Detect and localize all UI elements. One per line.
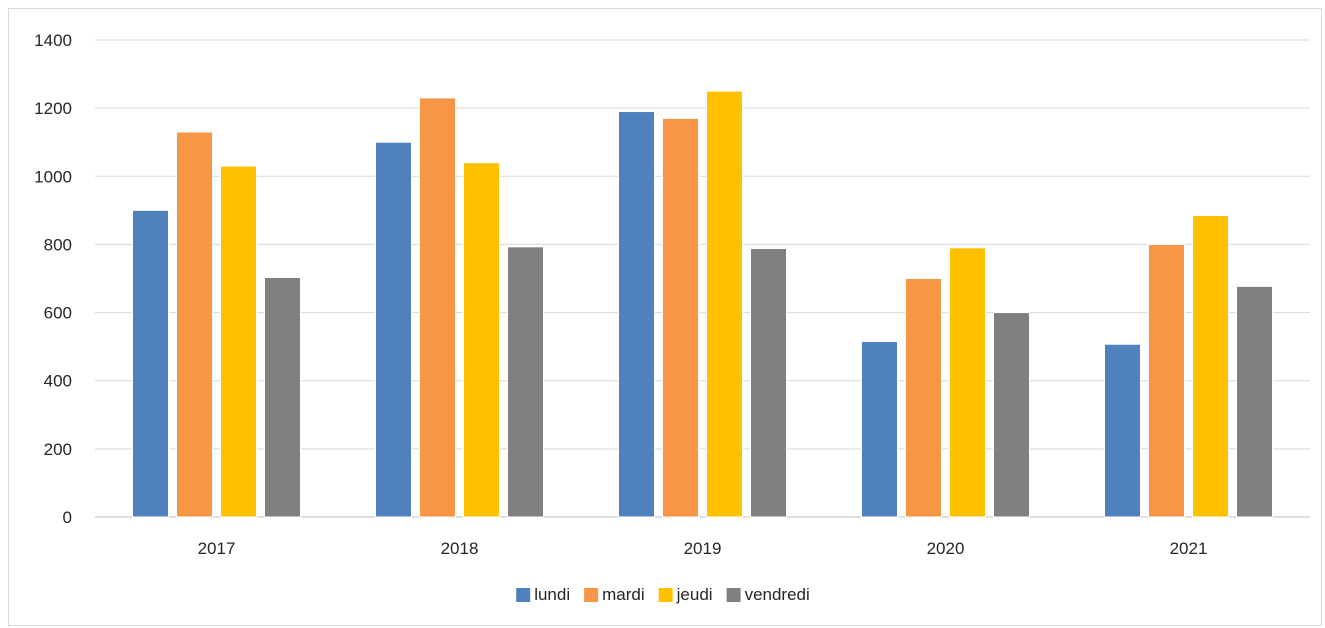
bar-lundi-2021 xyxy=(1104,343,1141,518)
bar-vendredi-2019 xyxy=(750,248,787,518)
bar-mardi-2019 xyxy=(662,117,699,518)
x-tick-label: 2018 xyxy=(441,539,479,558)
bar-jeudi-2019 xyxy=(706,90,743,518)
legend: lundi mardi jeudi vendredi xyxy=(516,585,810,604)
bar-jeudi-2021 xyxy=(1192,214,1229,518)
x-tick-label: 2020 xyxy=(927,539,965,558)
bar-jeudi-2017 xyxy=(220,165,257,518)
bar-mardi-2020 xyxy=(905,278,942,518)
bars xyxy=(132,90,1273,518)
bar-jeudi-2020 xyxy=(949,247,986,518)
x-tick-label: 2019 xyxy=(684,539,722,558)
bar-mardi-2021 xyxy=(1148,243,1185,518)
legend-label-vendredi: vendredi xyxy=(745,585,810,604)
y-tick-label: 400 xyxy=(44,372,72,391)
y-tick-label: 800 xyxy=(44,235,72,254)
bar-vendredi-2021 xyxy=(1236,285,1273,518)
y-tick-label: 600 xyxy=(44,304,72,323)
bar-lundi-2018 xyxy=(375,141,412,518)
bar-lundi-2020 xyxy=(861,341,898,518)
y-tick-label: 1200 xyxy=(34,99,72,118)
bar-vendredi-2017 xyxy=(264,276,301,518)
x-axis-tick-labels: 2017 2018 2019 2020 2021 xyxy=(198,539,1208,558)
y-tick-label: 1000 xyxy=(34,167,72,186)
x-tick-label: 2017 xyxy=(198,539,236,558)
legend-swatch-lundi xyxy=(516,588,531,602)
bar-mardi-2018 xyxy=(419,97,456,518)
legend-swatch-vendredi xyxy=(726,588,741,602)
legend-swatch-mardi xyxy=(584,588,599,602)
bar-mardi-2017 xyxy=(176,131,213,518)
bar-jeudi-2018 xyxy=(463,162,500,518)
y-tick-label: 0 xyxy=(63,508,72,527)
legend-label-lundi: lundi xyxy=(534,585,570,604)
bar-lundi-2017 xyxy=(132,209,169,518)
legend-label-mardi: mardi xyxy=(602,585,645,604)
y-tick-label: 200 xyxy=(44,440,72,459)
bar-vendredi-2020 xyxy=(993,312,1030,518)
bar-lundi-2019 xyxy=(618,111,655,518)
legend-swatch-jeudi xyxy=(658,588,673,602)
y-axis-tick-labels: 0 200 400 600 800 1000 1200 1400 xyxy=(34,31,72,527)
x-tick-label: 2021 xyxy=(1170,539,1208,558)
y-tick-label: 1400 xyxy=(34,31,72,50)
legend-label-jeudi: jeudi xyxy=(676,585,713,604)
bar-vendredi-2018 xyxy=(507,246,544,518)
